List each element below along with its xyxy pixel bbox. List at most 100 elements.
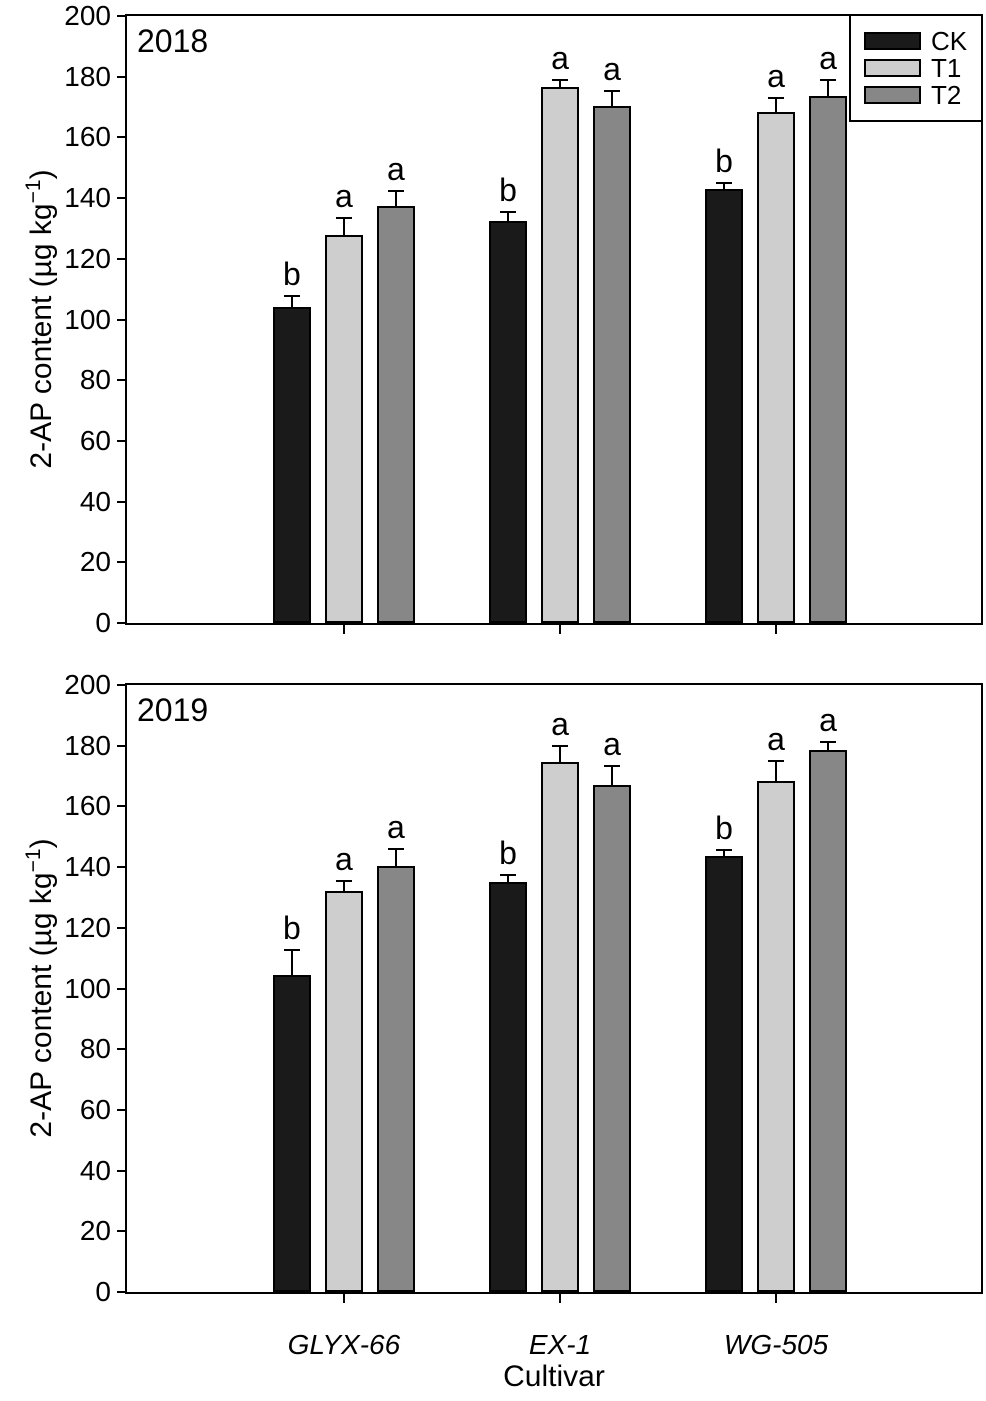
x-tick-EX-1 <box>558 1294 561 1303</box>
y-axis-title-close: ) <box>25 169 58 180</box>
error-bar-2018-WG-505-T1 <box>775 99 778 113</box>
error-cap-2019-EX-1-CK <box>499 874 516 877</box>
y-tick-label-40: 40 <box>79 1154 111 1186</box>
y-axis-title-close: ) <box>25 838 58 849</box>
y-tick-label-200: 200 <box>64 0 111 31</box>
error-cap-2018-EX-1-T1 <box>551 79 568 82</box>
error-bar-2019-WG-505-CK <box>723 851 726 858</box>
error-cap-2019-EX-1-T2 <box>603 764 620 767</box>
legend-swatch-ck <box>864 31 921 50</box>
error-bar-2019-EX-1-CK <box>506 876 509 884</box>
y-tick-180 <box>117 744 125 747</box>
bar-2019-WG-505-CK <box>705 856 744 1292</box>
bar-2019-WG-505-T1 <box>757 780 796 1292</box>
bar-2018-GLYX-66-T1 <box>324 234 363 623</box>
x-axis-title: Cultivar <box>503 1360 605 1393</box>
y-tick-120 <box>117 926 125 929</box>
y-tick-40 <box>117 500 125 503</box>
y-tick-label-160: 160 <box>64 121 111 153</box>
plot-area-2019: 2019 0 20 40 60 80 100 120 140 160 180 200 b a a GLYX-… <box>64 669 983 1360</box>
y-tick-200 <box>117 684 125 686</box>
legend-label-ck: CK <box>931 25 968 56</box>
error-cap-2018-EX-1-CK <box>499 211 516 214</box>
legend-item-t2: T2 <box>864 82 981 108</box>
y-tick-label-80: 80 <box>79 364 111 396</box>
error-bar-2018-GLYX-66-T1 <box>342 219 345 236</box>
legend-swatch-t1 <box>864 58 921 77</box>
bar-2019-EX-1-T2 <box>592 785 631 1292</box>
y-tick-60 <box>117 439 125 442</box>
y-axis-title-text: 2-AP content (µg kg <box>25 203 58 469</box>
sig-letter-2018-WG-505-T2: a <box>819 40 837 77</box>
y-tick-label-120: 120 <box>64 911 111 943</box>
y-tick-label-100: 100 <box>64 972 111 1004</box>
y-axis-title-superscript: −1 <box>22 179 45 204</box>
bar-2019-EX-1-T1 <box>540 762 579 1292</box>
bar-2019-WG-505-T2 <box>809 750 848 1292</box>
bar-2018-GLYX-66-CK <box>272 307 311 623</box>
y-tick-80 <box>117 379 125 382</box>
y-axis-title-2018: 2-AP content (µg kg−1) <box>16 119 58 519</box>
sig-letter-2018-EX-1-T1: a <box>551 40 569 77</box>
y-tick-label-100: 100 <box>64 303 111 335</box>
error-cap-2018-WG-505-T1 <box>768 97 785 100</box>
sig-letter-2018-GLYX-66-T1: a <box>335 178 353 215</box>
sig-letter-2019-WG-505-T1: a <box>767 721 785 758</box>
x-category-label-GLYX-66: GLYX-66 <box>287 1329 401 1360</box>
error-bar-2019-GLYX-66-T1 <box>342 882 345 893</box>
sig-letter-2018-EX-1-CK: b <box>499 172 517 209</box>
y-tick-120 <box>117 257 125 260</box>
panel-title-2019: 2019 <box>137 692 209 728</box>
sig-letter-2019-WG-505-CK: b <box>715 810 733 847</box>
error-cap-2018-EX-1-T2 <box>603 89 620 92</box>
y-tick-label-0: 0 <box>95 1276 111 1307</box>
error-bar-2019-EX-1-T2 <box>610 766 613 787</box>
error-cap-2019-GLYX-66-T1 <box>335 880 352 883</box>
error-cap-2018-WG-505-CK <box>716 181 733 184</box>
y-tick-label-140: 140 <box>64 182 111 214</box>
bar-2018-EX-1-T2 <box>592 105 631 623</box>
bar-2018-GLYX-66-T2 <box>376 205 415 623</box>
error-cap-2018-WG-505-T2 <box>820 79 837 82</box>
error-bar-2019-WG-505-T1 <box>775 762 778 782</box>
legend-item-t1: T1 <box>864 55 981 81</box>
bar-2018-EX-1-T1 <box>540 87 579 623</box>
y-tick-140 <box>117 197 125 200</box>
y-tick-140 <box>117 866 125 869</box>
x-tick-EX-1 <box>558 625 561 634</box>
sig-letter-2018-GLYX-66-T2: a <box>387 151 405 188</box>
sig-letter-2019-EX-1-T1: a <box>551 706 569 743</box>
x-tick-WG-505 <box>775 625 778 634</box>
legend-label-t1: T1 <box>931 52 962 83</box>
legend-item-ck: CK <box>864 28 981 54</box>
error-bar-2018-WG-505-T2 <box>827 81 830 98</box>
y-tick-label-160: 160 <box>64 790 111 822</box>
panel-title-2018: 2018 <box>137 23 209 59</box>
sig-letter-2018-WG-505-CK: b <box>715 142 733 179</box>
error-bar-2018-EX-1-T2 <box>610 91 613 107</box>
error-cap-2018-GLYX-66-T2 <box>387 190 404 193</box>
error-bar-2019-GLYX-66-T2 <box>394 850 397 867</box>
error-cap-2018-GLYX-66-CK <box>283 294 300 297</box>
y-tick-label-200: 200 <box>64 669 111 700</box>
legend-label-t2: T2 <box>931 79 962 110</box>
y-tick-20 <box>117 1230 125 1233</box>
error-bar-2018-GLYX-66-T2 <box>394 192 397 207</box>
y-tick-100 <box>117 318 125 321</box>
legend: CK T1 T2 <box>849 14 983 122</box>
bar-2018-EX-1-CK <box>488 220 527 623</box>
sig-letter-2019-GLYX-66-T1: a <box>335 841 353 878</box>
y-tick-100 <box>117 987 125 990</box>
error-bar-2018-EX-1-CK <box>506 213 509 222</box>
y-tick-label-60: 60 <box>79 1093 111 1125</box>
y-tick-0 <box>117 1291 125 1293</box>
error-cap-2019-WG-505-CK <box>716 849 733 852</box>
sig-letter-2018-EX-1-T2: a <box>603 50 621 87</box>
x-category-label-EX-1: EX-1 <box>528 1329 592 1360</box>
y-axis-title-superscript: −1 <box>22 848 45 873</box>
y-tick-label-20: 20 <box>79 546 111 578</box>
sig-letter-2019-WG-505-T2: a <box>819 701 837 738</box>
y-tick-60 <box>117 1108 125 1111</box>
bar-2018-WG-505-T2 <box>809 96 848 623</box>
error-cap-2019-WG-505-T2 <box>820 740 837 743</box>
